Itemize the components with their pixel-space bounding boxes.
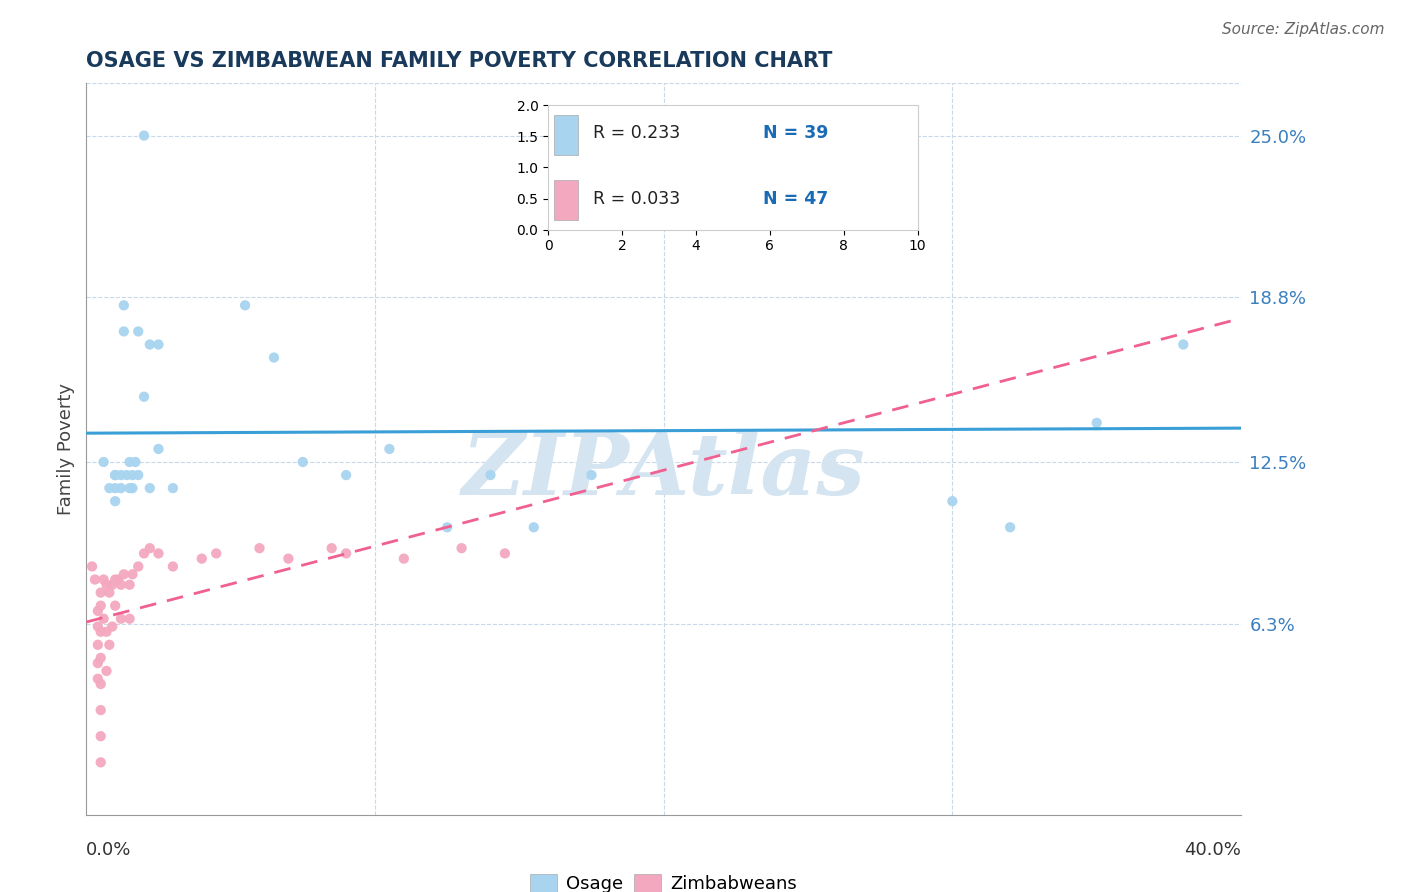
Point (127, 468, 149, 483)
Point (191, 551, 214, 566)
Point (96, 624, 118, 639)
Point (104, 481, 127, 495)
Point (277, 551, 299, 566)
Point (148, 442, 170, 456)
Text: 0.0%: 0.0% (86, 840, 132, 859)
Point (121, 567, 143, 582)
Text: Source: ZipAtlas.com: Source: ZipAtlas.com (1222, 22, 1385, 37)
Point (90, 677, 112, 691)
Point (321, 541, 343, 556)
Point (90, 599, 112, 613)
Point (121, 481, 143, 495)
Point (118, 455, 141, 469)
Point (132, 546, 155, 560)
Point (124, 455, 146, 469)
Point (581, 468, 603, 483)
Point (90, 585, 112, 599)
Legend: Osage, Zimbabweans: Osage, Zimbabweans (523, 867, 804, 892)
Point (104, 573, 127, 587)
Point (87, 672, 110, 686)
Text: OSAGE VS ZIMBABWEAN FAMILY POVERTY CORRELATION CHART: OSAGE VS ZIMBABWEAN FAMILY POVERTY CORRE… (86, 51, 832, 70)
Point (112, 298, 135, 312)
Point (392, 551, 415, 566)
Point (233, 298, 256, 312)
Point (335, 468, 357, 483)
Y-axis label: Family Poverty: Family Poverty (58, 383, 75, 515)
Point (132, 128, 155, 143)
Point (87, 619, 110, 633)
Point (93, 612, 115, 626)
Point (90, 756, 112, 770)
Point (450, 541, 472, 556)
Point (96, 578, 118, 592)
Point (104, 468, 127, 483)
Point (118, 481, 141, 495)
Point (115, 468, 138, 483)
Point (110, 468, 132, 483)
Point (101, 619, 124, 633)
Point (84, 573, 107, 587)
Point (127, 325, 149, 339)
Point (1085, 416, 1108, 430)
Point (101, 578, 124, 592)
Point (162, 559, 184, 574)
Point (96, 664, 118, 678)
Text: ZIPAtlas: ZIPAtlas (461, 429, 866, 513)
Point (768, 207, 790, 221)
Point (112, 567, 135, 582)
Point (378, 442, 401, 456)
Point (205, 546, 228, 560)
Point (479, 468, 502, 483)
Point (93, 573, 115, 587)
Point (87, 638, 110, 652)
Point (291, 455, 314, 469)
Point (998, 520, 1021, 534)
Point (87, 604, 110, 618)
Point (436, 520, 458, 534)
Point (335, 546, 357, 560)
Point (148, 546, 170, 560)
Point (941, 494, 963, 508)
Point (90, 624, 112, 639)
Point (110, 578, 132, 592)
Point (104, 494, 127, 508)
Point (1173, 337, 1195, 351)
Point (127, 559, 149, 574)
Point (118, 578, 141, 592)
Point (148, 337, 170, 351)
Point (110, 481, 132, 495)
Point (112, 325, 135, 339)
Point (132, 390, 155, 404)
Point (121, 468, 143, 483)
Text: 40.0%: 40.0% (1184, 840, 1241, 859)
Point (90, 729, 112, 743)
Point (104, 468, 127, 483)
Point (107, 573, 129, 587)
Point (494, 546, 516, 560)
Point (93, 455, 115, 469)
Point (98, 481, 121, 495)
Point (139, 337, 162, 351)
Point (90, 651, 112, 665)
Point (80, 559, 103, 574)
Point (249, 541, 271, 556)
Point (118, 612, 141, 626)
Point (98, 638, 121, 652)
Point (139, 481, 162, 495)
Point (162, 481, 184, 495)
Point (104, 599, 127, 613)
Point (523, 520, 546, 534)
Point (110, 612, 132, 626)
Point (87, 656, 110, 670)
Point (98, 585, 121, 599)
Point (90, 703, 112, 717)
Point (139, 541, 162, 556)
Point (263, 351, 285, 365)
